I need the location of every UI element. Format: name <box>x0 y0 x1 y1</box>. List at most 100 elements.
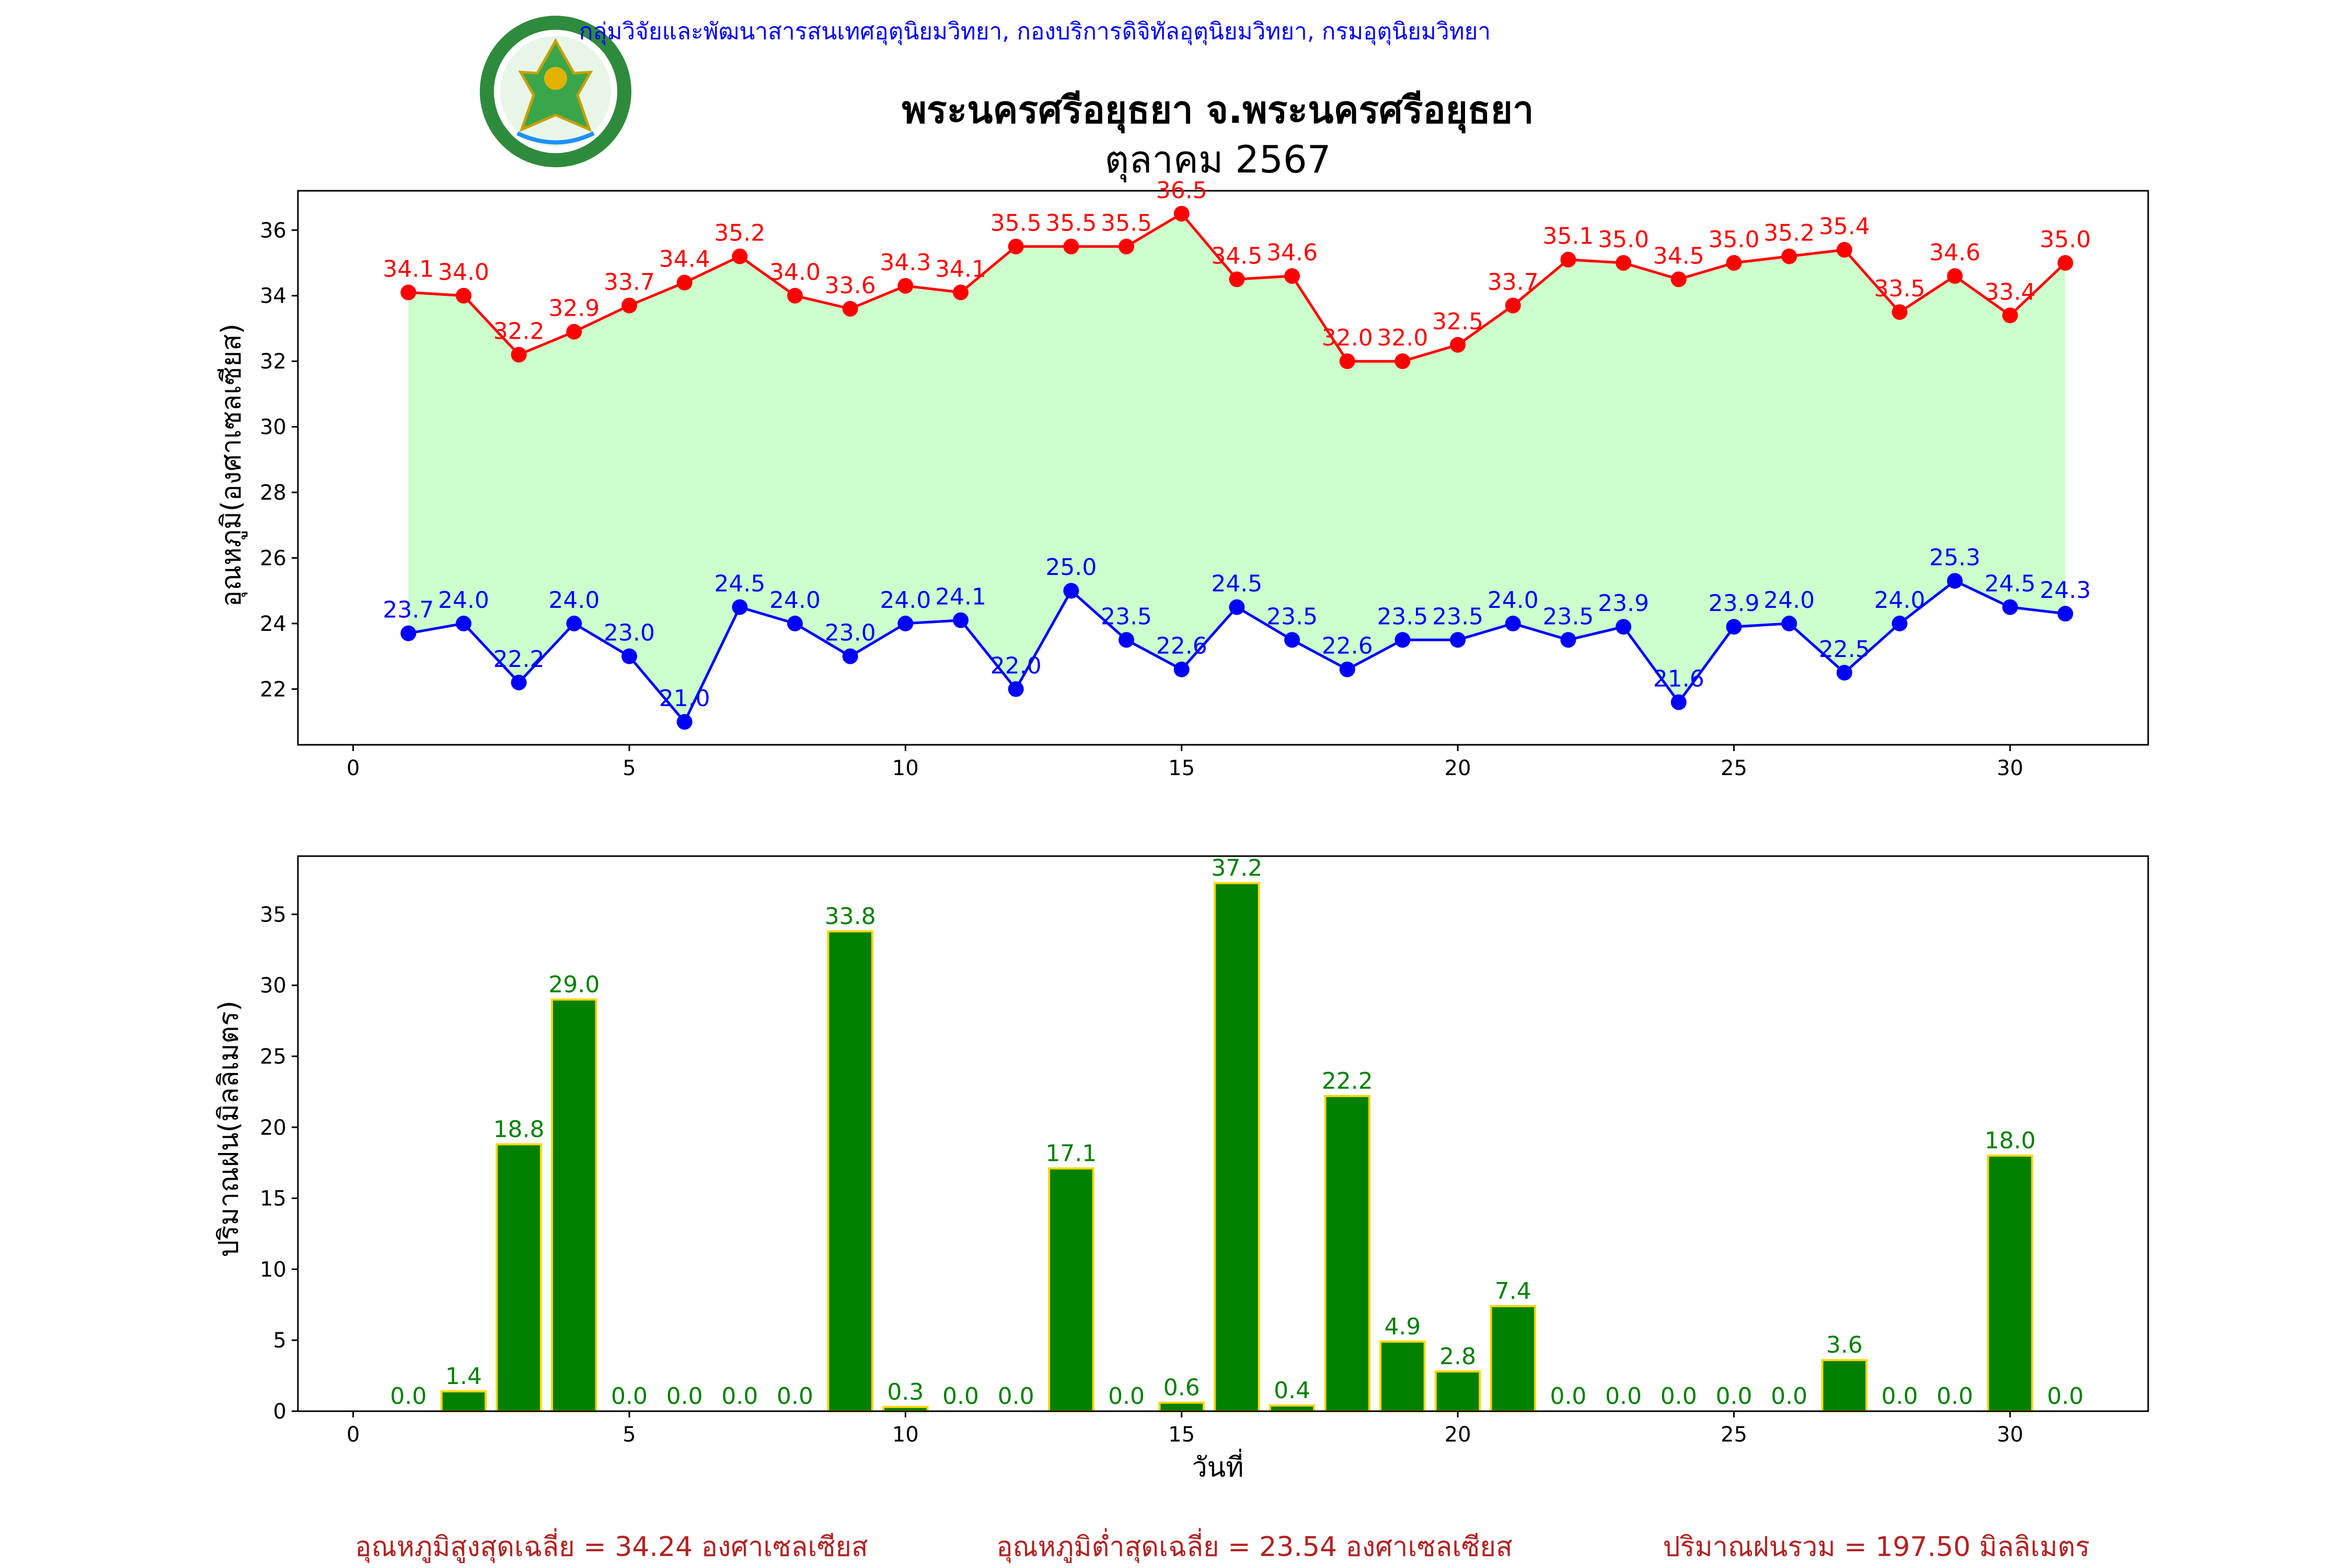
min-temperature-label: 24.0 <box>1488 587 1539 614</box>
max-temperature-label: 35.2 <box>1763 220 1815 246</box>
max-temperature-point <box>1560 251 1576 268</box>
max-temperature-point <box>621 297 638 314</box>
min-temperature-point <box>1560 632 1576 648</box>
agency-line: กลุ่มวิจัยและพัฒนาสารสนเทศอุตุนิยมวิทยา,… <box>579 18 1491 45</box>
max-temperature-label: 35.5 <box>1045 210 1097 237</box>
temperature-x-tick-label: 20 <box>1445 756 1471 780</box>
min-temperature-point <box>1173 661 1190 677</box>
min-temperature-label: 23.5 <box>1377 603 1428 630</box>
max-temperature-label: 32.0 <box>1322 325 1373 351</box>
max-temperature-label: 35.5 <box>990 210 1042 237</box>
max-temperature-label: 34.1 <box>383 256 434 282</box>
max-temperature-point <box>1284 268 1300 284</box>
max-temperature-label: 32.2 <box>493 318 545 345</box>
temperature-plot-frame <box>297 190 2149 746</box>
min-temperature-point <box>1892 615 1908 631</box>
min-temperature-label: 23.0 <box>604 620 655 647</box>
max-temperature-label: 34.3 <box>880 249 931 276</box>
max-temperature-point <box>1670 271 1687 287</box>
min-temperature-point <box>1229 599 1245 615</box>
max-temperature-point <box>1339 353 1355 370</box>
max-temperature-point <box>456 287 472 304</box>
rainfall-x-tick-label: 15 <box>1168 1423 1195 1447</box>
min-temperature-label: 24.0 <box>1763 587 1815 614</box>
min-temperature-point <box>400 625 417 641</box>
temperature-y-axis-label: อุณหภูมิ(องศาเซลเซียส) <box>216 324 248 607</box>
min-temperature-label: 24.0 <box>438 587 489 614</box>
min-temperature-label: 23.0 <box>825 620 876 647</box>
max-temperature-label: 35.0 <box>1598 226 1649 253</box>
max-temperature-label: 32.9 <box>548 295 599 322</box>
rainfall-y-tick-label: 0 <box>273 1400 286 1424</box>
rainfall-bar <box>827 930 873 1412</box>
temperature-y-tick-label: 34 <box>260 284 286 308</box>
min-temperature-label: 23.7 <box>383 597 434 624</box>
temperature-y-tick-label: 32 <box>260 350 286 374</box>
max-temperature-point <box>400 284 417 301</box>
min-temperature-point <box>1119 632 1135 648</box>
rainfall-y-tick-label: 25 <box>260 1045 286 1069</box>
min-temperature-point <box>1947 573 1963 589</box>
max-temperature-label: 34.0 <box>438 259 489 286</box>
rainfall-x-tick-label: 25 <box>1721 1423 1747 1447</box>
min-temperature-point <box>1008 681 1024 697</box>
rainfall-bar-label: 3.6 <box>1826 1332 1863 1358</box>
max-temperature-label: 33.6 <box>825 272 876 299</box>
min-temperature-point <box>511 674 527 690</box>
avg-max-temp: อุณหภูมิสูงสุดเฉลี่ย = 34.24 องศาเซลเซีย… <box>355 1528 868 1563</box>
temperature-x-tick-label: 5 <box>622 756 636 780</box>
min-temperature-point <box>676 714 693 730</box>
min-temperature-point <box>1063 583 1079 599</box>
rainfall-bar <box>440 1390 487 1412</box>
max-temperature-point <box>676 274 693 291</box>
rainfall-bar-label: 22.2 <box>1322 1068 1373 1094</box>
max-temperature-point <box>1616 255 1632 271</box>
min-temperature-label: 23.5 <box>1432 603 1483 630</box>
rainfall-bar-label: 4.9 <box>1384 1313 1421 1340</box>
rainfall-bar <box>551 998 597 1412</box>
max-temperature-label: 32.5 <box>1432 308 1483 335</box>
min-temperature-point <box>456 615 472 631</box>
rainfall-bar-label: 0.3 <box>887 1379 924 1405</box>
temperature-x-tick-label: 30 <box>1997 756 2023 780</box>
min-temperature-point <box>2057 606 2073 622</box>
rainfall-bar-label: 0.0 <box>1605 1383 1642 1410</box>
max-temperature-label: 33.5 <box>1874 275 1925 302</box>
min-temperature-label: 25.0 <box>1045 554 1097 581</box>
min-temperature-point <box>953 612 969 628</box>
rainfall-bar-label: 0.0 <box>611 1383 648 1410</box>
max-temperature-point <box>1450 337 1466 353</box>
max-temperature-label: 34.5 <box>1211 243 1262 269</box>
rainfall-bar-label: 0.6 <box>1163 1375 1200 1401</box>
min-temperature-point <box>1505 615 1521 631</box>
max-temperature-point <box>1781 248 1797 264</box>
min-temperature-point <box>1726 619 1742 635</box>
temperature-y-tick-label: 36 <box>260 218 286 243</box>
max-temperature-point <box>2002 307 2018 324</box>
rainfall-bar-label: 0.0 <box>721 1383 758 1410</box>
min-temperature-point <box>621 648 638 664</box>
min-temperature-label: 21.6 <box>1653 665 1704 692</box>
rainfall-x-tick-label: 10 <box>892 1423 919 1447</box>
rainfall-bar-label: 0.0 <box>1881 1383 1918 1410</box>
rainfall-bar <box>1434 1370 1481 1412</box>
max-temperature-point <box>1394 353 1411 370</box>
max-temperature-label: 35.2 <box>714 220 765 246</box>
total-rainfall: ปริมาณฝนรวม = 197.50 มิลลิเมตร <box>1663 1531 2090 1563</box>
min-temperature-point <box>732 599 748 615</box>
rainfall-bar-label: 33.8 <box>825 903 876 930</box>
min-temperature-label: 22.6 <box>1322 633 1373 660</box>
rainfall-bar-label: 2.8 <box>1439 1343 1476 1370</box>
rainfall-bar-label: 0.0 <box>1661 1383 1697 1410</box>
rainfall-x-tick-label: 0 <box>347 1423 360 1447</box>
min-temperature-point <box>1284 632 1300 648</box>
max-temperature-point <box>1836 241 1852 258</box>
rainfall-bar-label: 37.2 <box>1211 855 1262 882</box>
min-temperature-label: 23.9 <box>1708 590 1759 617</box>
min-temperature-label: 24.5 <box>714 571 765 597</box>
rainfall-bar-label: 0.0 <box>666 1383 703 1410</box>
max-temperature-label: 32.0 <box>1377 325 1428 351</box>
rainfall-bar-label: 29.0 <box>548 971 599 998</box>
max-temperature-label: 34.6 <box>1266 239 1318 266</box>
